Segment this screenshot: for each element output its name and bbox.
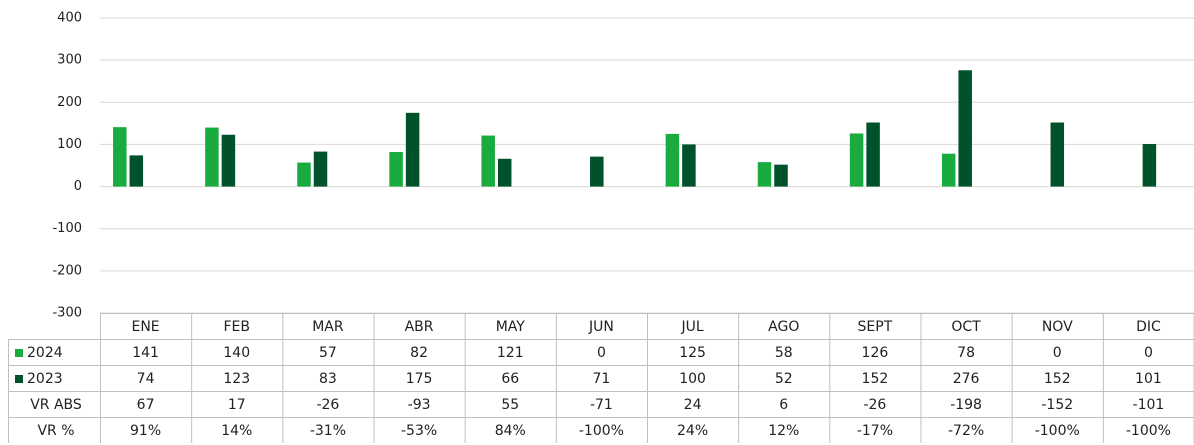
y-tick-label: 300: [57, 53, 82, 68]
table-header: OCT: [951, 319, 981, 335]
table-header: MAR: [312, 319, 344, 335]
bar: [205, 127, 219, 187]
y-tick-label: 100: [57, 137, 82, 152]
table-header: DIC: [1136, 319, 1161, 335]
table-cell: 141: [132, 345, 159, 361]
table-cell: 71: [593, 371, 611, 387]
bar: [481, 135, 495, 187]
table-cell: 67: [137, 397, 155, 413]
table-header: NOV: [1042, 319, 1073, 335]
y-tick-label: -300: [52, 306, 82, 321]
table-cell: 74: [137, 371, 155, 387]
table-cell: 126: [862, 345, 889, 361]
row-label: VR %: [37, 423, 74, 439]
table-header: ABR: [405, 319, 434, 335]
y-tick-label: 200: [57, 95, 82, 110]
table-cell: -17%: [857, 423, 893, 439]
table-cell: 123: [223, 371, 250, 387]
table-header: JUN: [588, 319, 614, 335]
table-cell: 152: [862, 371, 889, 387]
y-tick-label: -100: [52, 221, 82, 236]
table-cell: 24: [684, 397, 702, 413]
table-cell: 101: [1135, 371, 1162, 387]
bar: [313, 151, 328, 187]
table-cell: 66: [501, 371, 519, 387]
y-tick-label: 400: [57, 11, 82, 26]
table-cell: 83: [319, 371, 337, 387]
table-cell: -71: [590, 397, 613, 413]
y-tick-label: -200: [52, 263, 82, 278]
table-cell: -100%: [579, 423, 624, 439]
table-header: ENE: [131, 319, 159, 335]
table-cell: 78: [957, 345, 975, 361]
bar: [113, 127, 127, 187]
table-cell: 58: [775, 345, 793, 361]
table-cell: 121: [497, 345, 524, 361]
table-cell: -26: [316, 397, 339, 413]
table-cell: -72%: [948, 423, 984, 439]
table-cell: 0: [597, 345, 606, 361]
legend-swatch: [15, 375, 23, 383]
legend-swatch: [15, 349, 23, 357]
legend-label: 2023: [27, 371, 63, 387]
table-cell: 82: [410, 345, 428, 361]
bar: [405, 112, 420, 187]
table-cell: -101: [1133, 397, 1165, 413]
table-cell: 140: [223, 345, 250, 361]
table-cell: 12%: [768, 423, 799, 439]
bar: [757, 162, 772, 187]
table-cell: 91%: [130, 423, 161, 439]
legend-label: 2024: [27, 345, 63, 361]
bar: [129, 155, 144, 187]
bar: [958, 70, 972, 187]
bar: [221, 134, 236, 187]
bar: [389, 152, 403, 187]
bar: [774, 164, 788, 187]
table-cell: 24%: [677, 423, 708, 439]
table-cell: 14%: [221, 423, 252, 439]
bar: [1142, 144, 1157, 187]
table-cell: -93: [408, 397, 431, 413]
bar: [866, 122, 880, 187]
bar: [941, 153, 956, 187]
bar: [682, 144, 696, 187]
table-header: JUL: [680, 319, 703, 335]
table-cell: 125: [679, 345, 706, 361]
table-cell: 17: [228, 397, 246, 413]
table-cell: 84%: [495, 423, 526, 439]
table-cell: -31%: [310, 423, 346, 439]
table-cell: -152: [1041, 397, 1073, 413]
table-header: MAY: [496, 319, 526, 335]
bar: [297, 162, 311, 187]
table-cell: 0: [1053, 345, 1062, 361]
row-label: VR ABS: [30, 397, 82, 413]
table-cell: 57: [319, 345, 337, 361]
table-header: AGO: [768, 319, 799, 335]
bar: [497, 158, 512, 187]
table-cell: 0: [1144, 345, 1153, 361]
table-header: FEB: [223, 319, 250, 335]
table-cell: 52: [775, 371, 793, 387]
table-cell: 152: [1044, 371, 1071, 387]
bar: [665, 133, 680, 187]
table-cell: 55: [501, 397, 519, 413]
table-cell: -198: [950, 397, 982, 413]
y-tick-label: 0: [74, 179, 82, 194]
bar: [849, 133, 864, 187]
table-cell: 276: [953, 371, 980, 387]
table-cell: 175: [406, 371, 433, 387]
table-cell: -26: [863, 397, 886, 413]
bar: [1050, 122, 1065, 187]
table-cell: 6: [779, 397, 788, 413]
table-cell: -53%: [401, 423, 437, 439]
table-header: SEPT: [858, 319, 893, 335]
table-cell: 100: [679, 371, 706, 387]
bar: [590, 156, 604, 187]
table-cell: -100%: [1035, 423, 1080, 439]
table-cell: -100%: [1126, 423, 1171, 439]
